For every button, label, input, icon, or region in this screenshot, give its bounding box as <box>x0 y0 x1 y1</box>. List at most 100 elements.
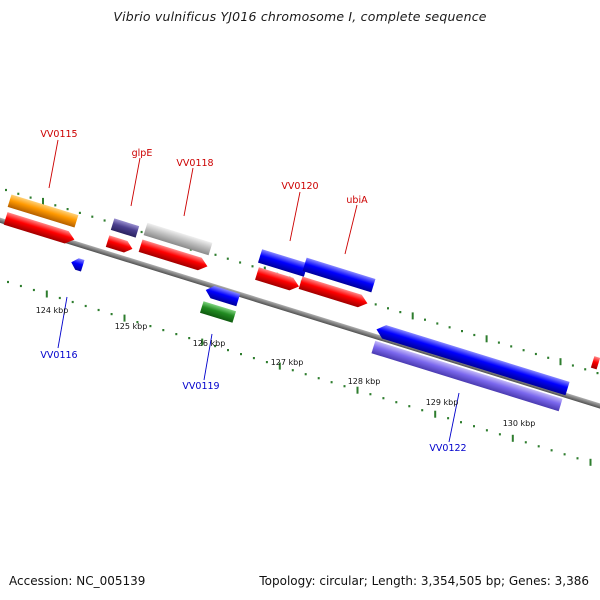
minor-tick-mark <box>436 322 439 325</box>
minor-tick-mark <box>32 288 35 292</box>
minor-tick-mark <box>522 349 525 352</box>
feature-VV0120-cds[interactable] <box>255 267 301 292</box>
major-tick-mark <box>559 358 562 366</box>
minor-tick-mark <box>227 349 229 352</box>
minor-tick-mark <box>71 300 74 304</box>
feature-VV0115-cds[interactable] <box>3 212 77 246</box>
major-tick-mark <box>42 197 44 205</box>
minor-tick-mark <box>473 333 476 337</box>
feature-glpE-cog[interactable] <box>110 218 140 238</box>
minor-tick-mark <box>408 405 411 408</box>
feature-ubiA-cog[interactable] <box>302 257 376 293</box>
minor-tick-mark <box>550 449 553 452</box>
minor-tick-mark <box>498 433 501 436</box>
feature-VV0120-cog[interactable] <box>258 249 308 277</box>
major-tick-mark <box>123 314 126 322</box>
minor-tick-mark <box>317 377 320 380</box>
major-tick-mark <box>411 312 414 320</box>
minor-tick-mark <box>448 326 451 329</box>
feature-VV0119-cog[interactable] <box>199 301 237 323</box>
minor-tick-mark <box>369 393 372 396</box>
minor-tick-mark <box>78 211 81 214</box>
scale-label-129kbp: 129 kbp <box>426 398 459 407</box>
minor-tick-mark <box>66 208 69 211</box>
minor-tick-mark <box>395 401 398 404</box>
minor-tick-mark <box>343 385 346 388</box>
scale-label-128kbp: 128 kbp <box>348 377 381 386</box>
major-tick-mark <box>485 335 488 343</box>
reverse-label-leaders <box>57 296 460 443</box>
feature-VV0118-cds[interactable] <box>138 239 210 272</box>
feature-VV0116-cds[interactable] <box>69 256 85 272</box>
minor-tick-mark <box>374 303 377 306</box>
feature-VV0123-cds[interactable] <box>590 356 600 370</box>
tick-dots-inner <box>7 280 592 466</box>
feature-VV0122-cog[interactable] <box>371 340 563 412</box>
minor-tick-mark <box>54 204 57 207</box>
scale-label-124kbp: 124 kbp <box>36 306 69 315</box>
minor-tick-mark <box>265 361 268 364</box>
minor-tick-mark <box>17 192 20 195</box>
minor-tick-mark <box>497 341 500 344</box>
gene-label-glpE[interactable]: glpE <box>132 148 153 159</box>
gene-label-ubiA[interactable]: ubiA <box>346 195 368 206</box>
minor-tick-mark <box>510 345 513 348</box>
gene-label-VV0115[interactable]: VV0115 <box>40 129 77 140</box>
minor-tick-mark <box>240 353 242 356</box>
major-tick-mark <box>589 458 592 466</box>
minor-tick-mark <box>140 230 143 234</box>
minor-tick-mark <box>84 304 87 308</box>
map-title: Vibrio vulnificus YJ016 chromosome I, co… <box>113 9 487 24</box>
minor-tick-mark <box>534 352 537 356</box>
minor-tick-mark <box>5 188 7 192</box>
minor-tick-mark <box>162 329 165 332</box>
minor-tick-mark <box>460 421 462 424</box>
minor-tick-mark <box>524 441 527 444</box>
minor-tick-mark <box>239 261 242 264</box>
minor-tick-mark <box>91 215 94 218</box>
minor-tick-mark <box>19 284 22 288</box>
minor-tick-mark <box>58 296 61 300</box>
gene-label-VV0119[interactable]: VV0119 <box>182 381 219 392</box>
gene-label-VV0122[interactable]: VV0122 <box>429 443 466 454</box>
feature-VV0115-cog[interactable] <box>7 194 79 228</box>
feature-VV0122-cds[interactable] <box>374 323 570 396</box>
feature-VV0119-cds[interactable] <box>204 284 241 307</box>
minor-tick-mark <box>110 313 113 316</box>
gene-label-VV0118[interactable]: VV0118 <box>176 158 213 169</box>
scale-label-126kbp: 126 kbp <box>193 339 226 348</box>
scale-label-125kbp: 125 kbp <box>115 322 148 331</box>
major-tick-mark <box>45 290 48 298</box>
minor-tick-mark <box>596 372 599 375</box>
major-tick-mark <box>511 434 514 442</box>
topology-info: Topology: circular; Length: 3,354,505 bp… <box>259 574 589 588</box>
minor-tick-mark <box>149 325 152 328</box>
minor-tick-mark <box>330 381 333 384</box>
gene-label-VV0120[interactable]: VV0120 <box>281 181 318 192</box>
minor-tick-mark <box>387 307 389 310</box>
major-tick-mark <box>434 410 437 418</box>
feature-glpE-cds[interactable] <box>105 235 134 254</box>
major-tick-mark <box>356 386 359 394</box>
feature-VV0118-cog[interactable] <box>143 222 213 256</box>
minor-tick-mark <box>584 368 587 371</box>
minor-tick-mark <box>175 333 178 336</box>
minor-tick-mark <box>424 318 426 321</box>
accession-info: Accession: NC_005139 <box>9 574 146 588</box>
minor-tick-mark <box>214 345 217 348</box>
gene-label-VV0116[interactable]: VV0116 <box>40 350 77 361</box>
minor-tick-mark <box>251 265 254 268</box>
minor-tick-mark <box>136 321 139 324</box>
minor-tick-mark <box>547 356 550 359</box>
minor-tick-mark <box>399 311 402 314</box>
minor-tick-mark <box>382 397 385 400</box>
minor-tick-mark <box>576 457 579 460</box>
minor-tick-mark <box>97 308 100 312</box>
forward-label-leaders <box>48 139 358 255</box>
minor-tick-mark <box>421 409 424 412</box>
minor-tick-mark <box>563 453 566 456</box>
minor-tick-mark <box>291 369 294 372</box>
feature-ubiA-cds[interactable] <box>298 276 370 309</box>
scale-label-130kbp: 130 kbp <box>503 419 536 428</box>
